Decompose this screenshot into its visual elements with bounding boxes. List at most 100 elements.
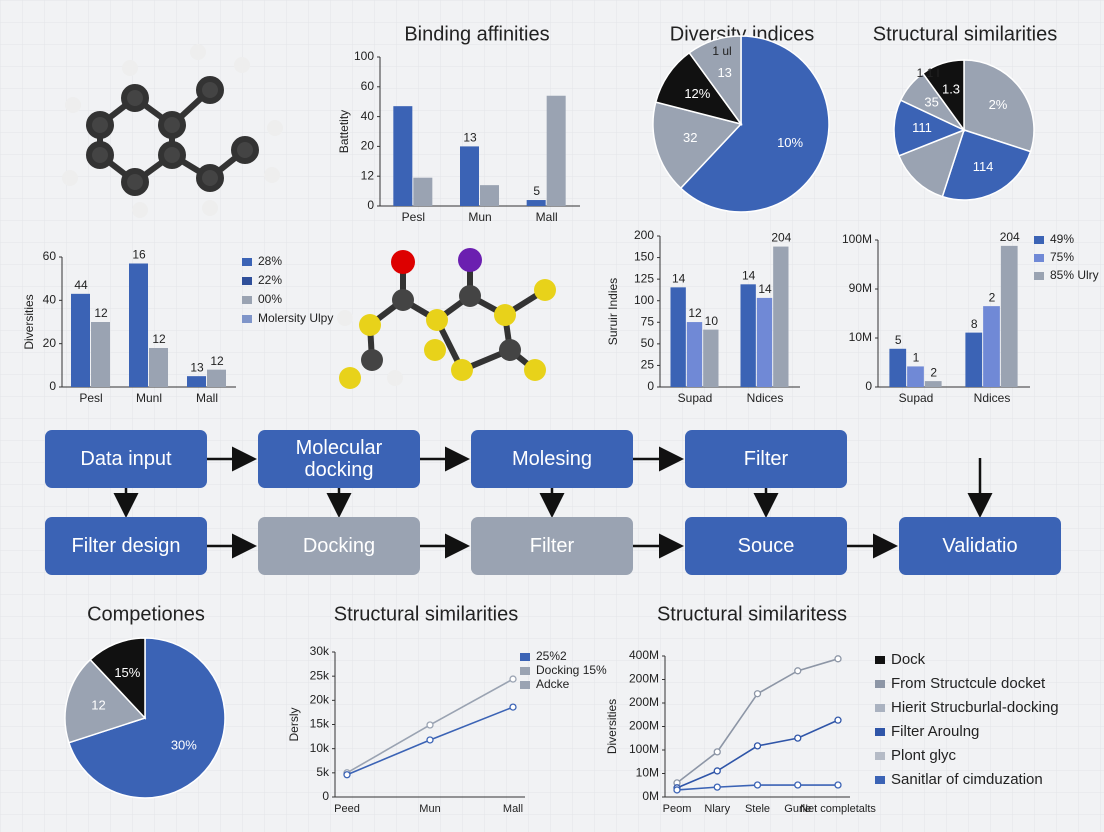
legend-label: Hierit Strucburlal-docking: [891, 699, 1059, 716]
flow-node: Validatio: [899, 517, 1061, 575]
bar: [526, 200, 546, 206]
flow-node: Molesing: [471, 430, 633, 488]
pie-slice: [963, 59, 1035, 153]
bar: [907, 366, 924, 387]
y-tick-label: 20k: [310, 693, 330, 707]
pie-slice: [897, 128, 966, 198]
molecule: [62, 44, 283, 218]
point: [753, 742, 762, 750]
y-axis-label: Battetity: [337, 110, 351, 153]
y-tick-label: 50: [641, 336, 655, 350]
annotation: 1 ul: [712, 44, 731, 58]
y-axis-label: Diversities: [605, 699, 619, 754]
bar: [924, 381, 942, 387]
legend-swatch: [875, 728, 885, 736]
pie-slice: [893, 99, 966, 157]
y-tick-label: 90M: [849, 281, 872, 295]
x-tick-label: Pesl: [402, 210, 425, 224]
y-tick-label: 200M: [629, 695, 659, 709]
chart-title: Diversity indices: [670, 23, 814, 45]
legend-swatch: [875, 704, 885, 712]
legend-label: Sanitlar of cimduzation: [891, 771, 1043, 788]
point: [673, 786, 681, 794]
legend-label: 75%: [1050, 250, 1074, 264]
legend-swatch: [1034, 254, 1044, 262]
legend-swatch: [1034, 272, 1044, 280]
y-tick-label: 0: [322, 789, 329, 803]
x-tick-label: Nlary: [704, 803, 730, 815]
y-tick-label: 15k: [310, 717, 330, 731]
bar-label: 14: [742, 268, 756, 282]
bar-label: 13: [190, 360, 204, 374]
legend-swatch: [1034, 236, 1044, 244]
bar-label: 204: [771, 231, 791, 245]
point: [794, 734, 802, 742]
y-tick-label: 40: [43, 293, 57, 307]
pie-slice: [652, 101, 743, 190]
bar-label: 44: [74, 278, 88, 292]
pie-slice: [67, 637, 226, 799]
flow-node: Filter: [471, 517, 633, 575]
legend-label: Dock: [891, 651, 926, 668]
flow-node: Data input: [45, 430, 207, 488]
bar: [129, 263, 148, 387]
point: [834, 655, 842, 663]
pie-slice: [64, 658, 147, 744]
point: [426, 721, 434, 729]
point: [753, 781, 762, 789]
bar: [756, 297, 773, 387]
bar: [207, 369, 226, 387]
y-tick-label: 0: [367, 198, 374, 212]
x-tick-label: Stele: [745, 803, 770, 815]
chart-title: Structural similaritess: [657, 603, 847, 625]
flow-node: Filter design: [45, 517, 207, 575]
y-tick-label: 25k: [310, 668, 330, 682]
bar-label: 2: [989, 290, 996, 304]
bar-label: 12: [688, 306, 702, 320]
point: [426, 736, 434, 744]
slice-label: 10%: [777, 135, 803, 150]
x-tick-label: Ndices: [747, 391, 784, 405]
y-tick-label: 0: [49, 379, 56, 393]
bar: [686, 322, 703, 387]
y-tick-label: 0: [865, 379, 872, 393]
pie-slice: [688, 35, 742, 127]
flow-node: Docking: [258, 517, 420, 575]
bar: [460, 146, 479, 206]
x-tick-label: Munl: [136, 391, 162, 405]
pie-slice: [921, 59, 965, 133]
x-tick-label: Mall: [503, 803, 523, 815]
bar: [187, 376, 206, 387]
chart-title: Structural similarities: [873, 23, 1057, 45]
bar-label: 16: [132, 248, 146, 262]
bar-label: 13: [463, 131, 477, 145]
point: [794, 667, 802, 675]
x-tick-label: Mun: [419, 803, 440, 815]
point: [834, 781, 842, 789]
y-tick-label: 400M: [629, 648, 659, 662]
y-tick-label: 10M: [849, 330, 872, 344]
point: [713, 748, 721, 756]
slice-label: 111: [912, 120, 932, 135]
legend-swatch: [875, 680, 885, 688]
slice-label: 114: [973, 159, 994, 174]
bar: [670, 287, 686, 387]
molecule: [337, 248, 556, 389]
flow-node: Filter: [685, 430, 847, 488]
legend-label: 49%: [1050, 232, 1074, 246]
slice-label: 15%: [114, 665, 140, 680]
bar: [773, 246, 789, 387]
point: [713, 767, 721, 775]
y-tick-label: 20: [43, 336, 57, 350]
x-tick-label: Pesl: [79, 391, 102, 405]
y-tick-label: 150: [634, 250, 654, 264]
pie-slice: [941, 129, 1032, 201]
y-tick-label: 60: [43, 249, 57, 263]
chart-title: Structural similarities: [334, 603, 518, 625]
legend-swatch: [875, 776, 885, 784]
y-tick-label: 100: [634, 293, 654, 307]
bar: [480, 185, 499, 206]
legend-swatch: [242, 315, 252, 323]
